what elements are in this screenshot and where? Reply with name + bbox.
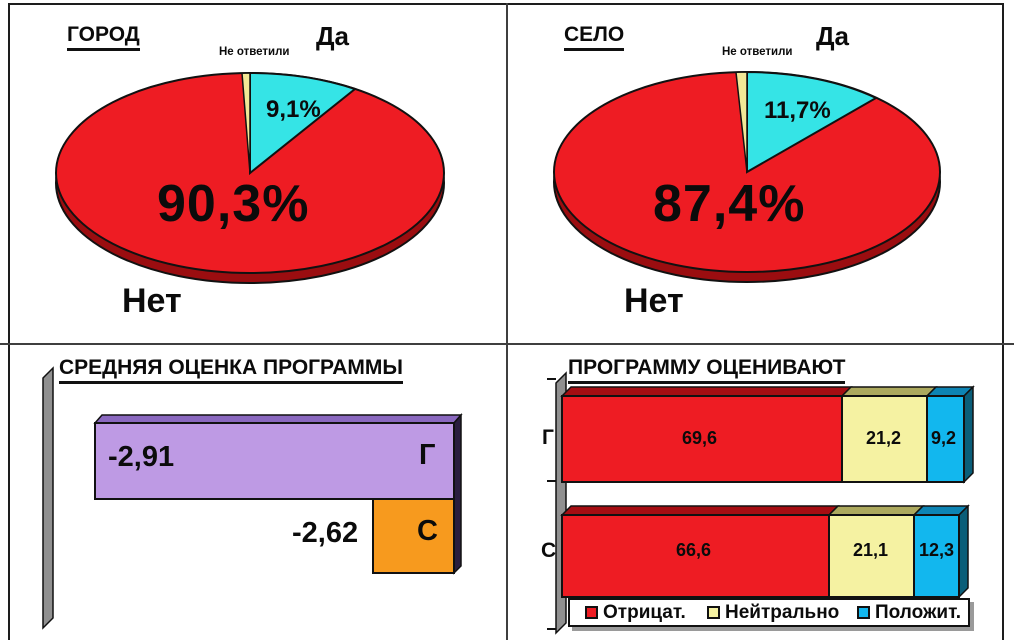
legend-item-neutral: Нейтрально	[707, 600, 839, 625]
city-no-value: 90,3%	[157, 175, 310, 233]
eval-s-category: С	[541, 539, 557, 562]
village-no-value: 87,4%	[653, 175, 806, 233]
avg-score-chart	[42, 366, 463, 630]
eval-g-category: Г	[542, 426, 554, 449]
city-yes-label: Да	[316, 21, 349, 51]
avg-bar-s	[372, 498, 455, 574]
avg-title: СРЕДНЯЯ ОЦЕНКА ПРОГРАММЫ	[59, 356, 403, 384]
eval-title: ПРОГРАММУ ОЦЕНИВАЮТ	[568, 356, 846, 384]
eval-s-neg-value: 66,6	[676, 540, 712, 560]
legend-swatch-positive	[857, 606, 870, 619]
eval-s-pos	[913, 514, 960, 598]
avg-bar-g	[94, 422, 455, 500]
eval-g-neu-top	[840, 386, 938, 397]
city-na-label: Не ответили	[219, 46, 290, 58]
village-yes-label: Да	[816, 21, 849, 51]
eval-g-neg-value: 69,6	[682, 428, 718, 448]
legend-label-neutral: Нейтрально	[725, 602, 840, 623]
legend-item-positive: Положит.	[857, 600, 961, 625]
eval-g-side	[963, 385, 974, 484]
avg-axis-wall	[42, 366, 54, 630]
legend-label-negative: Отрицат.	[603, 602, 686, 623]
village-na-label: Не ответили	[722, 46, 793, 58]
eval-g-pos	[926, 395, 965, 483]
eval-s-pos-value: 12,3	[919, 540, 955, 560]
eval-s-neu	[828, 514, 915, 598]
village-pie-slice-yes	[746, 70, 879, 174]
avg-bar-side	[453, 413, 462, 575]
eval-s-neg-top	[560, 505, 840, 516]
city-title: ГОРОД	[67, 23, 140, 51]
avg-g-category: Г	[419, 439, 436, 471]
village-title: СЕЛО	[564, 23, 625, 51]
village-pie-chart	[553, 70, 941, 283]
village-yes-value: 11,7%	[764, 97, 831, 124]
divider-vertical	[506, 3, 508, 640]
city-pie-slice-na	[241, 72, 251, 174]
legend-item-negative: Отрицат.	[585, 600, 686, 625]
avg-s-value: -2,62	[292, 517, 359, 549]
city-no-label: Нет	[122, 282, 182, 320]
eval-s-neu-top	[827, 505, 925, 516]
legend-swatch-negative	[585, 606, 598, 619]
border-right	[1002, 3, 1004, 640]
avg-bar-g-top	[93, 414, 463, 424]
city-yes-value: 9,1%	[266, 96, 321, 123]
avg-s-category: С	[417, 515, 438, 547]
border-left	[8, 3, 10, 640]
eval-legend: Отрицат. Нейтрально Положит.	[568, 598, 970, 627]
legend-swatch-neutral	[707, 606, 720, 619]
eval-g-pos-value: 9,2	[931, 428, 957, 448]
eval-s-neu-value: 21,1	[853, 540, 889, 560]
eval-s-side	[958, 504, 969, 599]
evaluation-chart	[547, 371, 975, 635]
village-no-label: Нет	[624, 282, 684, 320]
avg-g-value: -2,91	[108, 441, 175, 473]
eval-g-neu-value: 21,2	[866, 428, 902, 448]
city-pie-slice-yes	[249, 71, 358, 176]
village-pie-slice-na	[735, 71, 748, 173]
city-pie-chart	[55, 71, 445, 284]
divider-horizontal	[0, 343, 1014, 345]
eval-g-neg	[561, 395, 843, 483]
legend-label-positive: Положит.	[875, 602, 962, 623]
eval-g-neg-top	[560, 386, 853, 397]
eval-g-neu	[841, 395, 928, 483]
eval-s-neg	[561, 514, 830, 598]
